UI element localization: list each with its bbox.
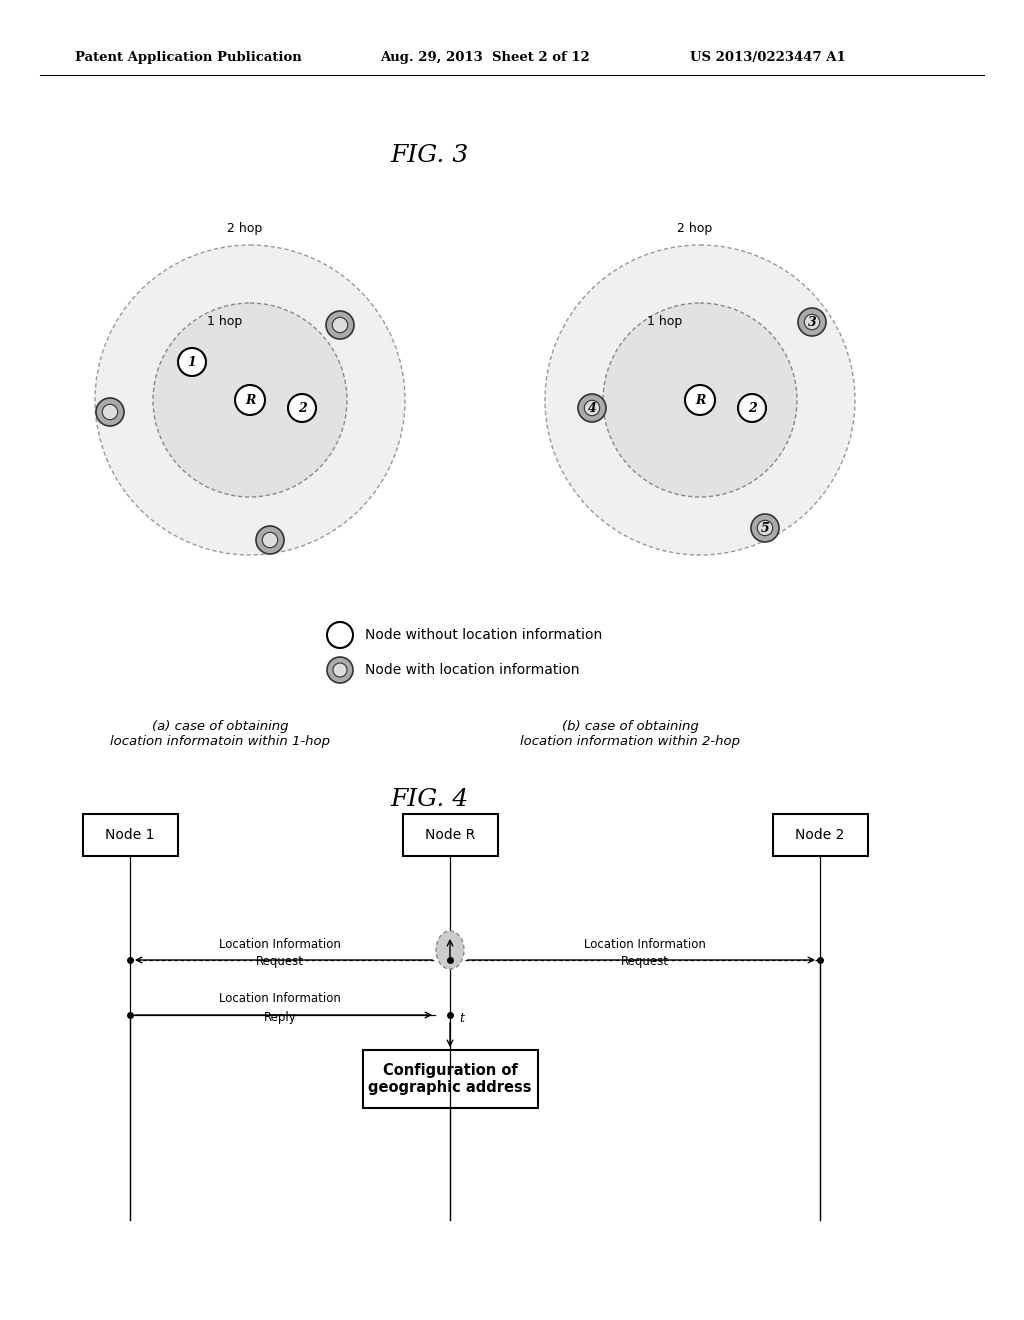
Text: Location Information: Location Information bbox=[219, 937, 341, 950]
Circle shape bbox=[758, 520, 773, 536]
Circle shape bbox=[333, 317, 348, 333]
Circle shape bbox=[234, 385, 265, 414]
Text: 2 hop: 2 hop bbox=[677, 222, 713, 235]
Text: Location Information: Location Information bbox=[584, 937, 706, 950]
Text: t: t bbox=[460, 1012, 465, 1026]
Text: 3: 3 bbox=[808, 315, 816, 329]
Text: 1: 1 bbox=[187, 355, 197, 368]
Text: 2 hop: 2 hop bbox=[227, 222, 262, 235]
Circle shape bbox=[798, 308, 826, 337]
Circle shape bbox=[751, 513, 779, 543]
Text: (b) case of obtaining
location information within 2-hop: (b) case of obtaining location informati… bbox=[520, 719, 740, 748]
Text: 5: 5 bbox=[761, 521, 769, 535]
Text: (a) case of obtaining
location informatoin within 1-hop: (a) case of obtaining location informato… bbox=[110, 719, 330, 748]
Circle shape bbox=[178, 348, 206, 376]
Circle shape bbox=[102, 404, 118, 420]
Text: Node with location information: Node with location information bbox=[365, 663, 580, 677]
Circle shape bbox=[578, 393, 606, 422]
Circle shape bbox=[96, 399, 124, 426]
Circle shape bbox=[685, 385, 715, 414]
Text: Node 2: Node 2 bbox=[796, 828, 845, 842]
Circle shape bbox=[153, 304, 347, 498]
Text: Request: Request bbox=[621, 956, 669, 969]
Text: Reply: Reply bbox=[263, 1011, 296, 1023]
Circle shape bbox=[738, 393, 766, 422]
Text: 1 hop: 1 hop bbox=[208, 314, 243, 327]
Circle shape bbox=[262, 532, 278, 548]
Text: R: R bbox=[695, 393, 706, 407]
Text: 4: 4 bbox=[588, 401, 596, 414]
Text: FIG. 4: FIG. 4 bbox=[391, 788, 469, 812]
Text: Configuration of
geographic address: Configuration of geographic address bbox=[369, 1063, 531, 1096]
Text: Location Information: Location Information bbox=[219, 993, 341, 1006]
Text: 2: 2 bbox=[298, 401, 306, 414]
Circle shape bbox=[327, 622, 353, 648]
Circle shape bbox=[288, 393, 316, 422]
Text: Aug. 29, 2013  Sheet 2 of 12: Aug. 29, 2013 Sheet 2 of 12 bbox=[380, 51, 590, 65]
Circle shape bbox=[333, 663, 347, 677]
Circle shape bbox=[256, 525, 284, 554]
Text: FIG. 3: FIG. 3 bbox=[391, 144, 469, 166]
Text: Request: Request bbox=[256, 956, 304, 969]
Text: Node R: Node R bbox=[425, 828, 475, 842]
Text: 2: 2 bbox=[748, 401, 757, 414]
Circle shape bbox=[585, 400, 600, 416]
Text: Node 1: Node 1 bbox=[105, 828, 155, 842]
Text: Node without location information: Node without location information bbox=[365, 628, 602, 642]
Text: Patent Application Publication: Patent Application Publication bbox=[75, 51, 302, 65]
Circle shape bbox=[327, 657, 353, 682]
Circle shape bbox=[326, 312, 354, 339]
Text: US 2013/0223447 A1: US 2013/0223447 A1 bbox=[690, 51, 846, 65]
Circle shape bbox=[95, 246, 406, 554]
Text: R: R bbox=[245, 393, 255, 407]
Circle shape bbox=[603, 304, 797, 498]
Ellipse shape bbox=[436, 931, 464, 969]
Circle shape bbox=[804, 314, 819, 330]
Text: 1 hop: 1 hop bbox=[647, 314, 683, 327]
Circle shape bbox=[545, 246, 855, 554]
